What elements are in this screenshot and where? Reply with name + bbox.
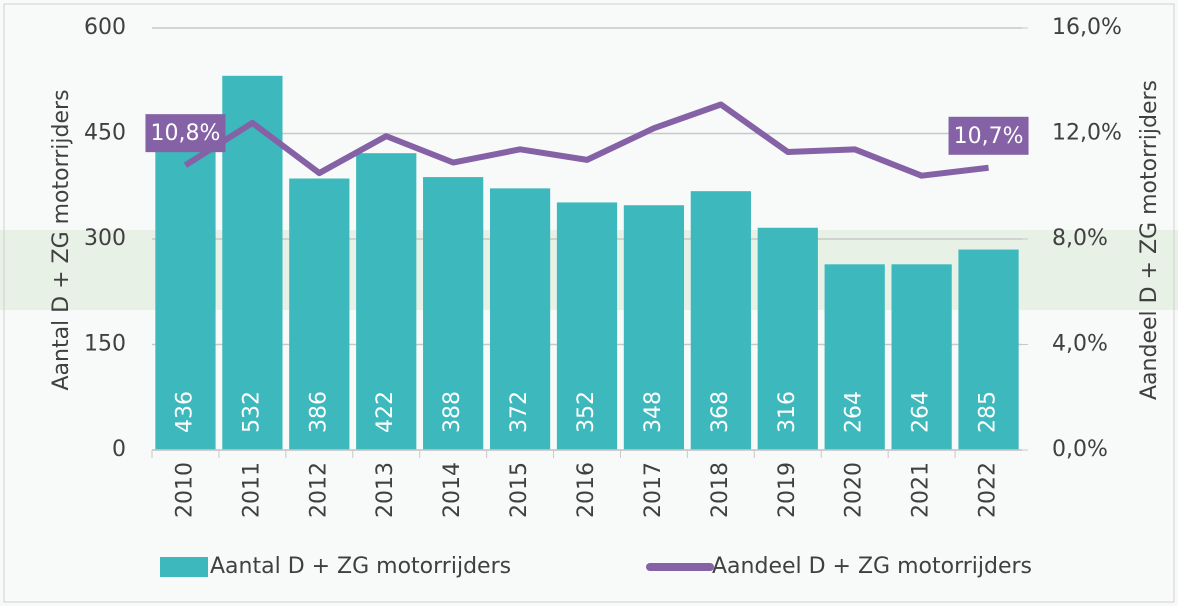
bar-value-label: 348 <box>641 391 666 433</box>
bar-value-label: 264 <box>842 391 867 433</box>
y-tick-label: 0 <box>112 437 126 462</box>
y2-tick-label: 16,0% <box>1052 15 1122 40</box>
x-tick-label: 2021 <box>909 462 934 518</box>
page: {"chart_data": { "type": "bar", "categor… <box>0 0 1178 606</box>
bar-value-label: 422 <box>373 391 398 433</box>
y-axis-title: Aantal D + ZG motorrijders <box>49 89 74 390</box>
x-tick-label: 2014 <box>440 462 465 518</box>
x-tick-label: 2016 <box>574 462 599 518</box>
bar-value-label: 436 <box>172 391 197 433</box>
y2-axis-title: Aandeel D + ZG motorrijders <box>1137 80 1162 400</box>
x-tick-label: 2017 <box>641 462 666 518</box>
x-tick-label: 2019 <box>775 462 800 518</box>
x-tick-label: 2018 <box>708 462 733 518</box>
bar-value-label: 352 <box>574 391 599 433</box>
y-tick-label: 600 <box>84 15 126 40</box>
x-tick-label: 2022 <box>976 462 1001 518</box>
bar-value-label: 372 <box>507 391 532 433</box>
chart: Aantal D + ZG motorrijders Aandeel D + Z… <box>0 0 1178 606</box>
x-tick-label: 2010 <box>172 462 197 518</box>
legend-label: Aantal D + ZG motorrijders <box>210 554 511 579</box>
y2-tick-label: 12,0% <box>1052 121 1122 146</box>
bar-value-label: 264 <box>909 391 934 433</box>
x-tick-label: 2015 <box>507 462 532 518</box>
x-tick-label: 2012 <box>306 462 331 518</box>
x-tick-label: 2011 <box>239 462 264 518</box>
bar-value-label: 386 <box>306 391 331 433</box>
line-value-label: 10,7% <box>954 124 1024 149</box>
y2-tick-label: 0,0% <box>1052 437 1108 462</box>
bar-value-label: 316 <box>775 391 800 433</box>
y-tick-label: 300 <box>84 226 126 251</box>
y-tick-label: 150 <box>84 332 126 357</box>
y2-tick-label: 4,0% <box>1052 332 1108 357</box>
y-tick-label: 450 <box>84 121 126 146</box>
x-tick-label: 2013 <box>373 462 398 518</box>
bar-value-label: 368 <box>708 391 733 433</box>
y2-tick-label: 8,0% <box>1052 226 1108 251</box>
legend-swatch <box>160 557 208 577</box>
x-tick-label: 2020 <box>842 462 867 518</box>
line-value-label: 10,8% <box>151 121 221 146</box>
legend-label: Aandeel D + ZG motorrijders <box>712 554 1032 579</box>
bar-value-label: 388 <box>440 391 465 433</box>
bar-value-label: 285 <box>976 391 1001 433</box>
bar-value-label: 532 <box>239 391 264 433</box>
